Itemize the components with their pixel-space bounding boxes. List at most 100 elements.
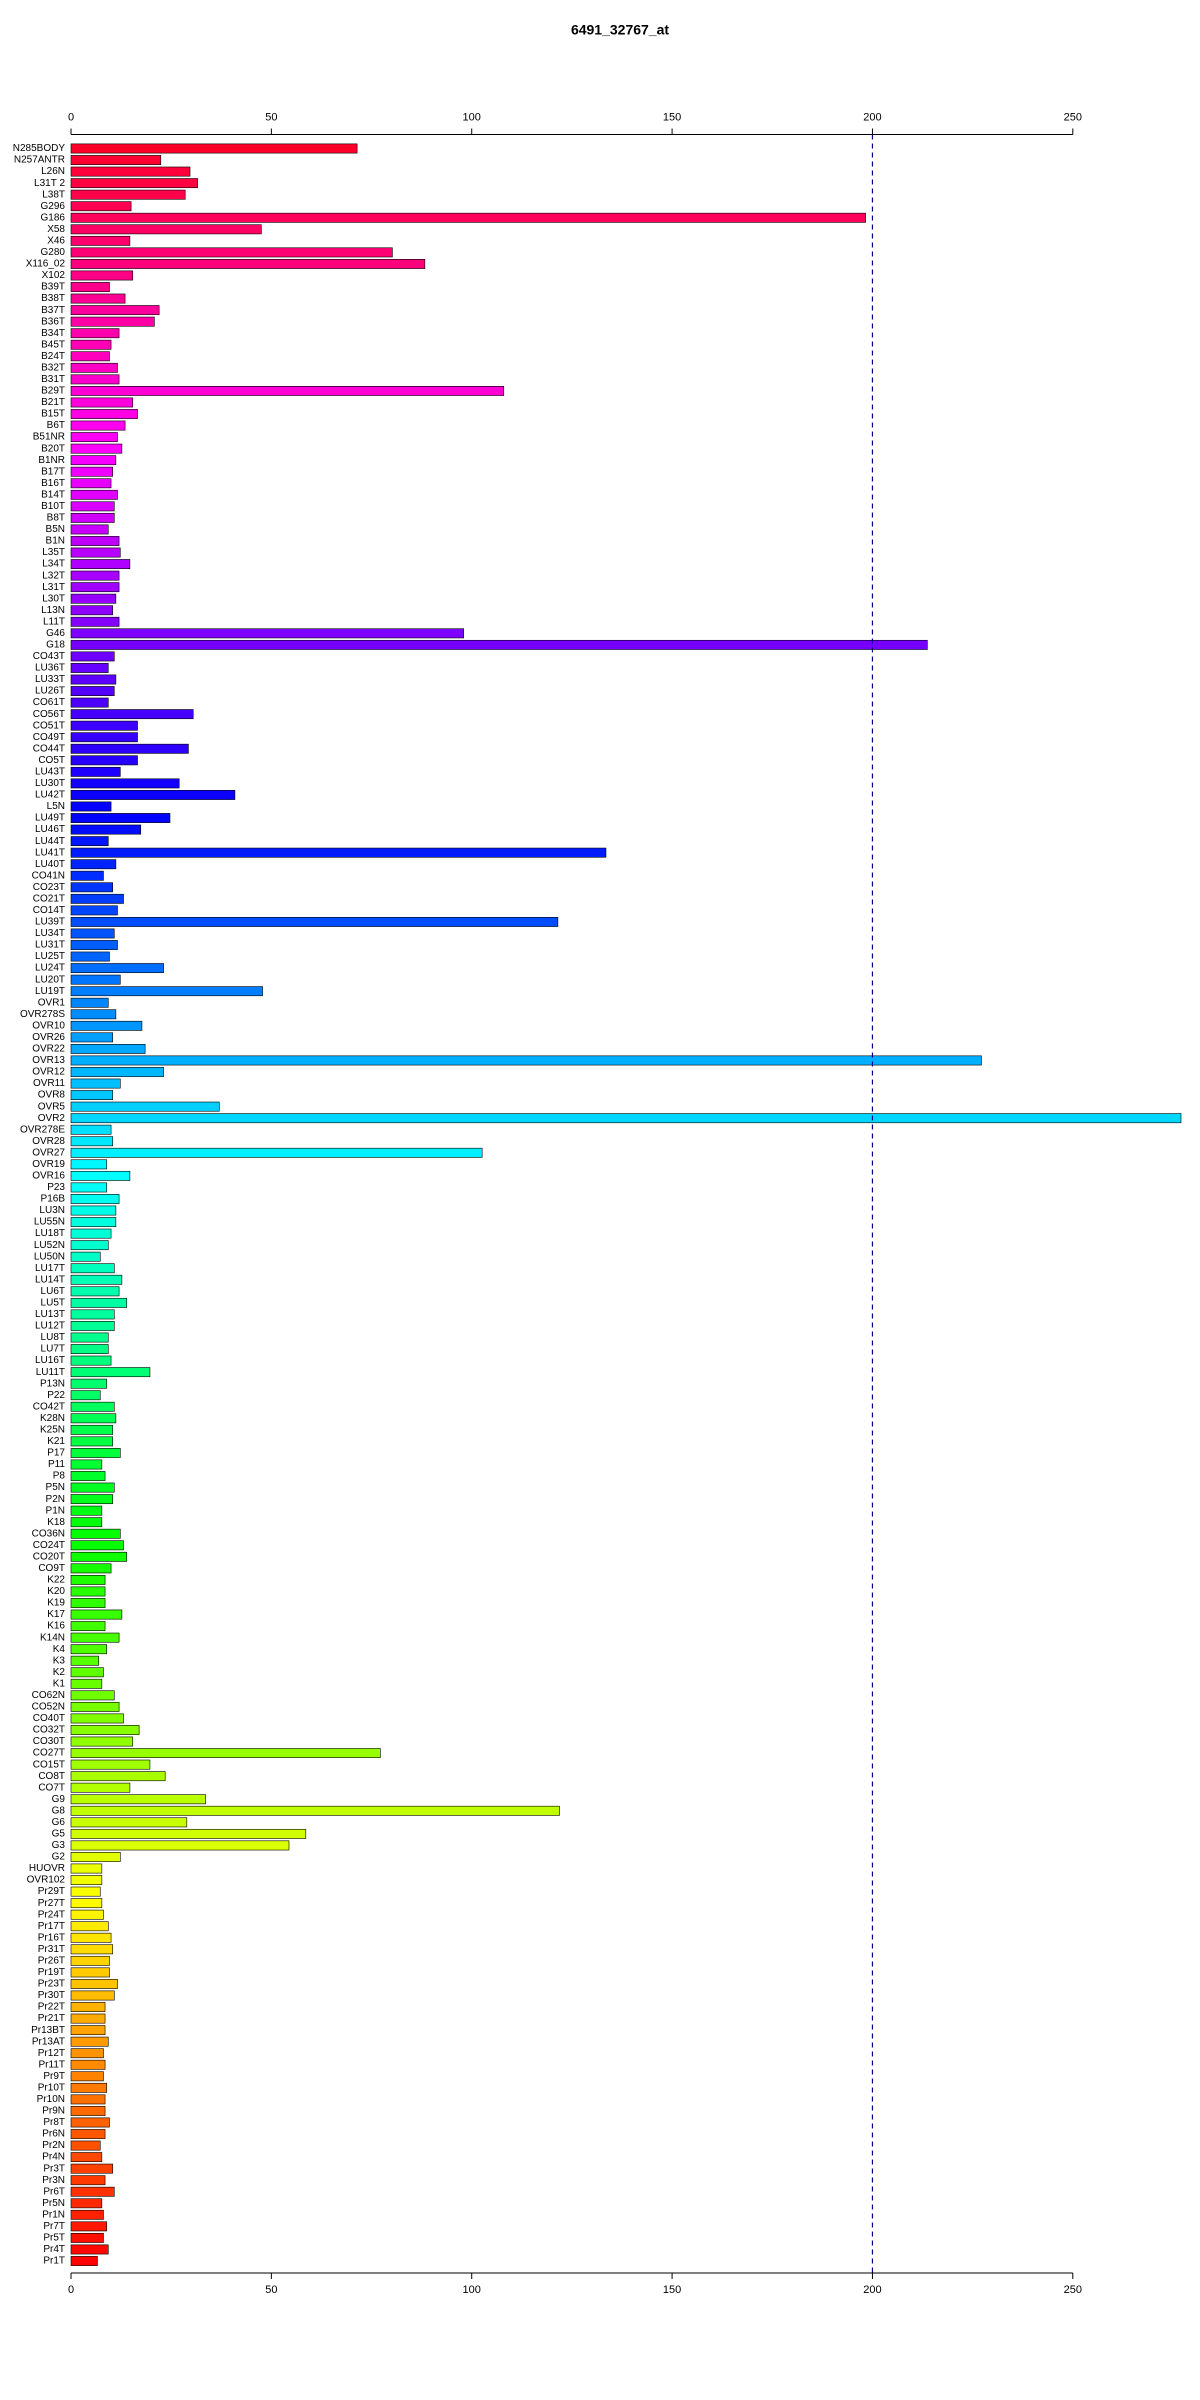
bar xyxy=(70,2186,115,2197)
y-tick-label: LU55N xyxy=(34,1217,65,1228)
y-tick-label: CO23T xyxy=(33,882,65,893)
y-tick-label: P8 xyxy=(53,1471,66,1482)
bar xyxy=(70,1852,121,1862)
bar xyxy=(70,559,131,569)
bar xyxy=(70,1944,113,1955)
bar xyxy=(70,432,118,443)
bar xyxy=(70,2232,104,2243)
bar xyxy=(70,1217,117,1227)
y-tick-label: P1N xyxy=(46,1505,65,1516)
bar xyxy=(70,1309,115,1320)
y-tick-label: B24T xyxy=(41,351,65,362)
y-tick-label: B38T xyxy=(41,293,65,304)
bar xyxy=(70,351,110,362)
bar xyxy=(70,1828,307,1839)
bar xyxy=(70,2163,113,2174)
y-tick-label: LU6T xyxy=(41,1286,65,1297)
bar xyxy=(70,1748,381,1758)
y-tick-label: CO15T xyxy=(33,1759,65,1770)
y-tick-label: P13N xyxy=(40,1378,65,1389)
bar xyxy=(70,2094,106,2105)
bar xyxy=(70,1517,103,1528)
bar xyxy=(70,1009,117,1020)
y-tick-label: B5N xyxy=(46,524,65,535)
y-tick-label: Pr2N xyxy=(42,2140,65,2151)
y-tick-label: P22 xyxy=(47,1390,65,1401)
y-tick-label: L38T xyxy=(42,189,65,200)
bar xyxy=(70,2082,107,2093)
bar xyxy=(70,1609,123,1620)
x-tick-label: 50 xyxy=(265,111,277,123)
y-tick-label: Pr9N xyxy=(42,2106,65,2117)
bar xyxy=(70,397,134,408)
bar xyxy=(70,1967,110,1978)
y-tick-label: CO43T xyxy=(33,651,65,662)
bar xyxy=(70,1655,99,1666)
y-tick-label: LU52N xyxy=(34,1240,65,1251)
y-tick-label: K2 xyxy=(53,1667,66,1678)
y-tick-label: OVR12 xyxy=(32,1067,65,1078)
y-tick-label: L31T 2 xyxy=(34,178,65,189)
bar xyxy=(70,1805,560,1816)
y-tick-label: Pr10T xyxy=(38,2082,65,2093)
y-tick-label: CO49T xyxy=(33,732,65,743)
x-tick-label: 200 xyxy=(863,2284,881,2296)
y-tick-label: Pr10N xyxy=(37,2094,65,2105)
bar xyxy=(70,1782,131,1793)
y-tick-label: LU7T xyxy=(41,1344,65,1355)
bar xyxy=(70,928,115,939)
bar xyxy=(70,1090,113,1101)
y-tick-label: CO7T xyxy=(38,1782,65,1793)
y-tick-label: OVR13 xyxy=(32,1055,65,1066)
bar xyxy=(70,1170,131,1181)
bar xyxy=(70,720,138,731)
bar xyxy=(70,305,160,316)
y-tick-label: K1 xyxy=(53,1678,66,1689)
y-tick-label: K3 xyxy=(53,1655,66,1666)
y-tick-label: X46 xyxy=(47,235,65,246)
bar xyxy=(70,582,120,593)
y-tick-label: Pr27T xyxy=(38,1898,65,1909)
bar xyxy=(70,466,113,477)
y-tick-label: L13N xyxy=(41,605,65,616)
bar xyxy=(70,2256,98,2266)
y-tick-label: OVR2 xyxy=(38,1113,66,1124)
bar xyxy=(70,1263,115,1274)
y-tick-label: OVR1 xyxy=(38,997,66,1008)
y-tick-label: LU3N xyxy=(39,1205,65,1216)
bar xyxy=(70,1840,290,1851)
y-tick-label: CO21T xyxy=(33,893,65,904)
y-tick-label: OVR278S xyxy=(20,1009,65,1020)
y-tick-label: B8T xyxy=(47,513,65,524)
bar xyxy=(70,1136,113,1147)
y-tick-label: CO32T xyxy=(33,1725,65,1736)
x-tick-label: 250 xyxy=(1064,2284,1082,2296)
y-tick-label: Pr5N xyxy=(42,2198,65,2209)
bar xyxy=(70,940,118,950)
y-tick-label: CO36N xyxy=(32,1528,65,1539)
y-tick-label: P23 xyxy=(47,1182,65,1193)
bar xyxy=(70,1725,140,1735)
bar xyxy=(70,1955,110,1966)
bar xyxy=(70,766,121,777)
bar xyxy=(70,2048,104,2059)
y-tick-label: OVR102 xyxy=(27,1875,66,1886)
y-tick-label: LU43T xyxy=(35,767,65,778)
bar xyxy=(70,1598,106,1608)
y-tick-label: CO8T xyxy=(38,1771,65,1782)
y-tick-label: LU24T xyxy=(35,963,65,974)
bar xyxy=(70,1701,120,1712)
bar xyxy=(70,443,123,454)
bar xyxy=(70,2175,106,2186)
bar xyxy=(70,339,112,350)
bar xyxy=(70,697,109,708)
y-tick-label: CO51T xyxy=(33,720,65,731)
bar xyxy=(70,674,117,685)
bar xyxy=(70,2140,101,2151)
y-tick-label: G186 xyxy=(41,212,66,223)
bar xyxy=(70,1644,107,1655)
bar xyxy=(70,570,120,581)
y-tick-label: K17 xyxy=(47,1609,65,1620)
y-tick-label: G3 xyxy=(52,1840,66,1851)
